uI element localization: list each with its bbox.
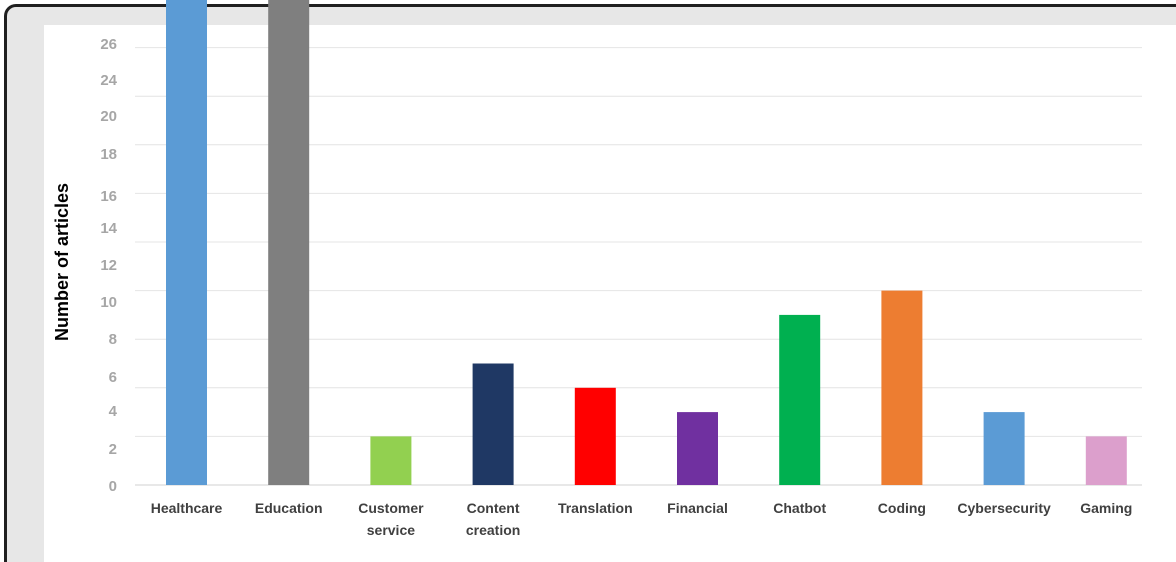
y-tick-label: 12 bbox=[100, 257, 117, 274]
bar bbox=[779, 314, 821, 485]
bar bbox=[881, 290, 923, 485]
bar bbox=[166, 0, 207, 486]
y-tick-label: 14 bbox=[100, 220, 117, 237]
bar bbox=[677, 412, 718, 485]
x-tick-label: Customer service bbox=[358, 500, 424, 538]
y-tick-label: 18 bbox=[100, 146, 117, 163]
x-tick-label: Education bbox=[255, 500, 323, 516]
x-tick-label: Cybersecurity bbox=[957, 500, 1051, 516]
bar bbox=[370, 436, 412, 485]
y-tick-label: 0 bbox=[109, 478, 117, 495]
y-axis-label: Number of articles bbox=[52, 183, 72, 341]
bar bbox=[983, 412, 1025, 485]
x-tick-label: Financial bbox=[667, 500, 728, 516]
x-tick-label: Gaming bbox=[1080, 500, 1132, 516]
y-tick-label: 4 bbox=[109, 403, 118, 420]
y-tick-label: 24 bbox=[100, 72, 117, 89]
y-tick-label: 8 bbox=[109, 331, 117, 348]
y-tick-label: 20 bbox=[100, 108, 117, 125]
x-tick-labels: Healthcare Education Customer service Conten… bbox=[151, 500, 1133, 538]
x-tick-label: Coding bbox=[878, 500, 926, 516]
bar bbox=[1085, 436, 1127, 485]
y-tick-label: 6 bbox=[109, 369, 117, 386]
y-tick-label: 26 bbox=[100, 36, 117, 53]
x-tick-label: Healthcare bbox=[151, 500, 223, 516]
x-tick-label: Content creation bbox=[466, 500, 520, 538]
bar bbox=[574, 387, 616, 485]
y-tick-label: 2 bbox=[109, 441, 117, 458]
y-tick-label: 10 bbox=[100, 294, 117, 311]
y-tick-label: 16 bbox=[100, 188, 117, 205]
bars bbox=[166, 0, 1127, 486]
bar bbox=[472, 363, 514, 485]
x-tick-label: Translation bbox=[558, 500, 633, 516]
x-tick-label: Chatbot bbox=[773, 500, 826, 516]
bar bbox=[268, 0, 310, 485]
